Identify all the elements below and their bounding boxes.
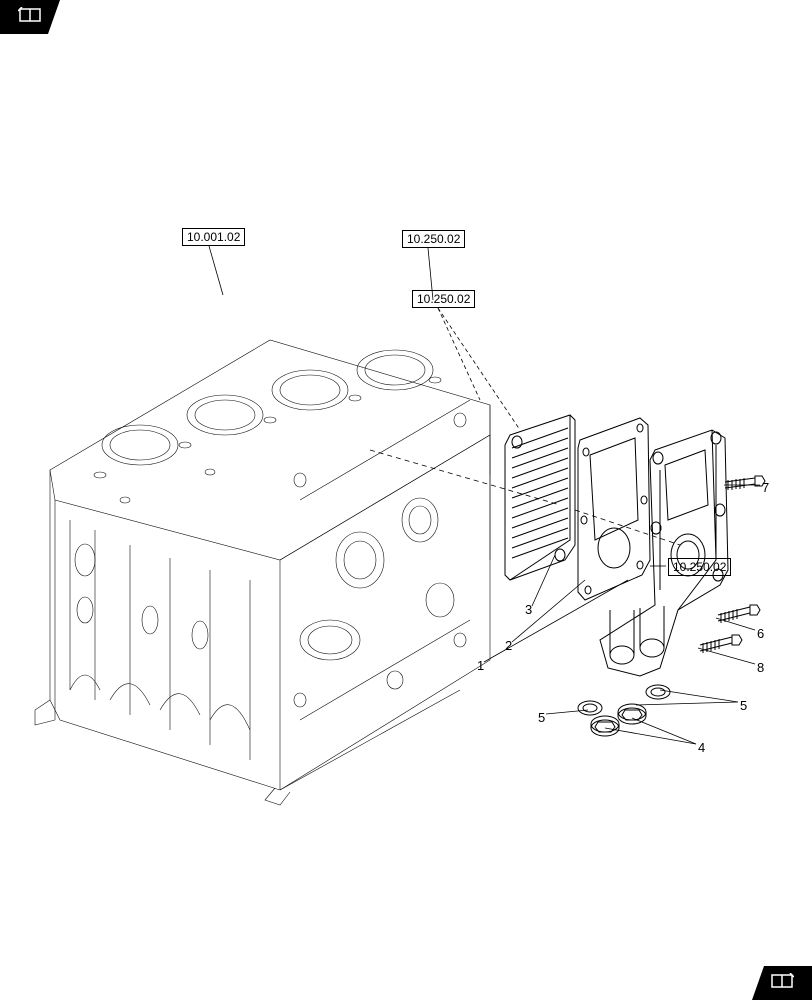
exploded-diagram xyxy=(0,0,812,1000)
